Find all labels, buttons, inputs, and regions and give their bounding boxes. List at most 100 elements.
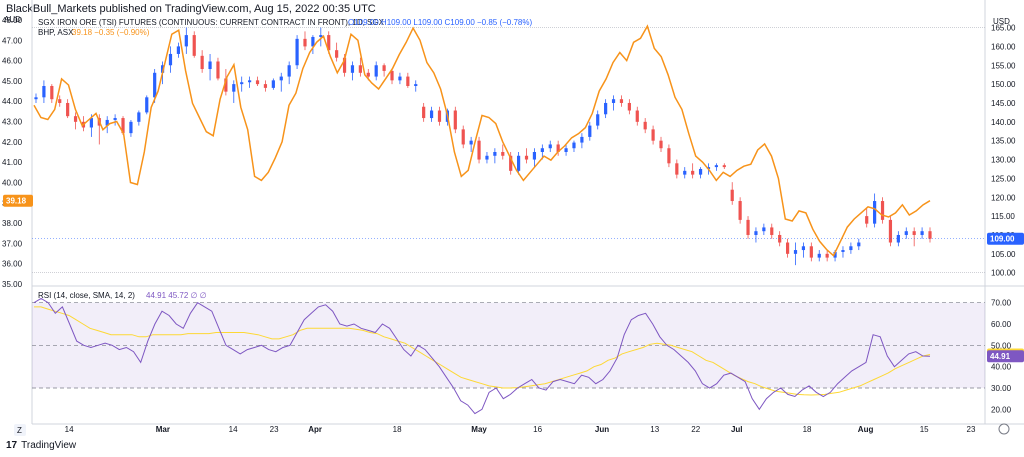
legend-rsi-values: 44.91 45.72 ∅ ∅ xyxy=(146,291,207,300)
candle-body xyxy=(651,129,655,141)
candle-body xyxy=(279,76,283,81)
candle-body xyxy=(896,234,900,243)
rsi-y-tick: 20.00 xyxy=(991,405,1012,414)
candle-body xyxy=(588,125,592,137)
candle-body xyxy=(192,35,196,56)
candle-body xyxy=(572,142,576,149)
candle-body xyxy=(635,110,639,122)
legend-rsi-title: RSI (14, close, SMA, 14, 2) xyxy=(38,291,135,300)
bhp-y-tick: 43.00 xyxy=(2,118,23,127)
candle-body xyxy=(208,61,212,70)
x-axis-label: 14 xyxy=(65,425,74,434)
candle-body xyxy=(888,219,893,243)
candle-body xyxy=(770,227,774,235)
legend-overlay-title: BHP, ASX xyxy=(38,28,74,37)
candle-body xyxy=(611,99,616,103)
legend-overlay-values: 39.18 −0.35 (−0.90%) xyxy=(72,28,150,37)
candle-body xyxy=(580,136,584,143)
candle-body xyxy=(865,216,869,224)
bhp-y-tick: 48.00 xyxy=(2,16,23,25)
candle-body xyxy=(160,65,165,73)
bhp-last-label: 39.18 xyxy=(6,197,27,206)
candle-body xyxy=(437,110,442,122)
candle-body xyxy=(738,201,742,220)
rsi-y-tick: 70.00 xyxy=(991,299,1012,308)
iron-y-tick: 150.00 xyxy=(991,80,1016,89)
candle-body xyxy=(105,119,109,126)
candle-body xyxy=(89,118,93,128)
iron-y-tick: 100.00 xyxy=(991,269,1016,278)
candle-body xyxy=(358,65,362,73)
candle-body xyxy=(698,168,703,175)
candle-body xyxy=(58,99,62,103)
currency-left: AUD xyxy=(4,15,21,24)
candle-body xyxy=(857,242,861,247)
iron-last-label-bg xyxy=(987,232,1024,245)
candle-body xyxy=(224,78,228,92)
legend-main-title: SGX IRON ORE (TSI) FUTURES (CONTINUOUS: … xyxy=(38,18,385,27)
candle-body xyxy=(928,231,932,239)
candle-body xyxy=(295,38,299,66)
iron-y-tick: 165.00 xyxy=(991,24,1016,33)
candle-body xyxy=(675,163,679,175)
bhp-y-tick: 40.00 xyxy=(2,178,23,187)
bhp-y-tick: 45.00 xyxy=(2,77,23,86)
candle-body xyxy=(540,148,544,152)
candle-body xyxy=(342,57,347,73)
settings-icon xyxy=(998,423,1010,435)
candle-body xyxy=(263,84,268,88)
rsi-y-tick: 50.00 xyxy=(991,341,1012,350)
z-button: Z xyxy=(17,426,22,435)
candle-body xyxy=(809,246,813,258)
candle-body xyxy=(327,35,331,51)
rsi-last-label: 44.91 xyxy=(990,352,1011,361)
candle-body xyxy=(730,189,734,202)
x-axis-label: Jun xyxy=(595,425,609,434)
publish-line: BlackBull_Markets published on TradingVi… xyxy=(6,3,376,15)
candle-body xyxy=(469,140,473,145)
candle-body xyxy=(121,118,125,134)
rsi-sma-line xyxy=(34,306,931,396)
iron-y-tick: 135.00 xyxy=(991,137,1016,146)
candle-body xyxy=(904,231,908,235)
candle-body xyxy=(200,55,204,70)
candle-body xyxy=(873,201,877,224)
candle-body xyxy=(382,65,386,71)
x-axis-label: Jul xyxy=(731,425,743,434)
candle-body xyxy=(390,70,394,81)
candle-body xyxy=(73,116,78,122)
candle-body xyxy=(683,170,687,175)
candle-body xyxy=(477,140,481,160)
candle-body xyxy=(287,65,291,77)
x-axis-label: 18 xyxy=(803,425,812,434)
candle-body xyxy=(374,65,378,77)
candle-body xyxy=(145,97,149,113)
iron-y-tick: 160.00 xyxy=(991,42,1016,51)
candle-body xyxy=(255,80,260,85)
iron-y-tick: 155.00 xyxy=(991,61,1016,70)
candle-body xyxy=(493,152,497,156)
x-axis-label: 16 xyxy=(533,425,542,434)
candle-body xyxy=(604,102,608,115)
candle-body xyxy=(271,80,275,88)
iron-y-tick: 120.00 xyxy=(991,193,1016,202)
x-axis-label: Mar xyxy=(156,425,170,434)
candle-body xyxy=(232,84,236,92)
candle-body xyxy=(176,46,181,54)
candle-body xyxy=(113,118,117,120)
candle-body xyxy=(833,251,837,258)
candle-body xyxy=(509,155,513,171)
candle-body xyxy=(912,231,916,235)
candle-body xyxy=(240,82,244,85)
candle-body xyxy=(722,165,726,168)
x-axis-label: 23 xyxy=(967,425,976,434)
candle-body xyxy=(659,140,663,149)
x-axis-label: 14 xyxy=(229,425,238,434)
candle-body xyxy=(429,110,434,119)
tradingview-logo[interactable]: 17 TradingView xyxy=(6,440,76,451)
candle-body xyxy=(793,250,798,254)
candle-body xyxy=(619,99,624,103)
bhp-y-tick: 47.00 xyxy=(2,36,23,45)
candle-body xyxy=(168,53,173,66)
